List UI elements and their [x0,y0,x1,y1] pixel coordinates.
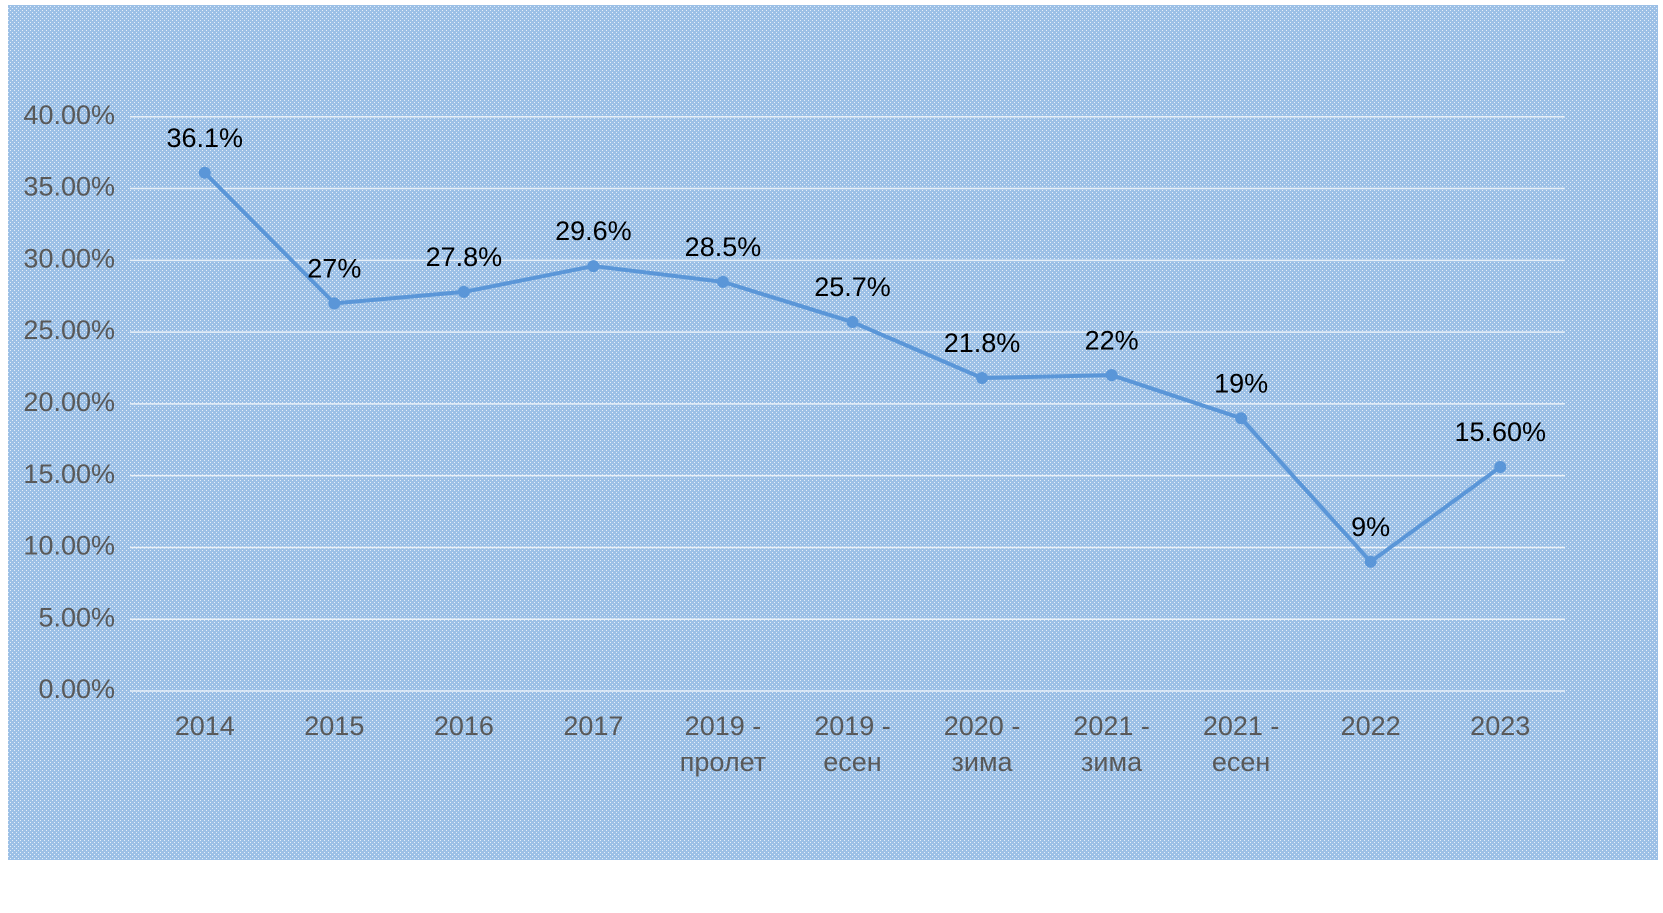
data-label: 27.8% [426,242,503,272]
y-tick-label: 20.00% [23,387,115,417]
marker [1364,555,1377,568]
x-tick-label: 2021 - зима [1073,711,1150,777]
x-tick-label: 2020 - зима [943,711,1021,777]
y-tick-label: 0.00% [38,674,115,704]
y-tick-label: 35.00% [23,172,115,202]
marker [587,260,600,273]
x-tick-label: 2022 [1340,711,1401,741]
data-label: 25.7% [814,272,891,302]
marker [457,285,470,298]
x-tick-label: 2017 [563,711,624,741]
x-tick-label: 2014 [174,711,235,741]
data-label: 28.5% [685,232,762,262]
data-label: 15.60% [1454,417,1546,447]
data-label: 36.1% [166,123,243,153]
data-label: 19% [1214,368,1268,398]
marker [1235,412,1248,425]
x-tick-label: 2021 - есен [1202,711,1280,777]
x-tick-label: 2016 [433,711,494,741]
data-label: 22% [1085,325,1139,355]
y-tick-label: 10.00% [23,531,115,561]
marker [846,316,859,329]
y-tick-label: 15.00% [23,459,115,489]
data-label: 9% [1351,512,1390,542]
x-tick-label: 2019 - есен [814,711,891,777]
x-tick-label: 2019 - пролет [679,711,767,777]
marker [976,372,989,385]
y-tick-label: 30.00% [23,243,115,273]
data-label: 29.6% [555,216,632,246]
marker [1105,369,1118,382]
data-label: 27% [307,254,361,284]
y-tick-label: 5.00% [38,602,115,632]
marker [1494,461,1507,474]
marker [328,297,341,310]
chart-background [8,5,1658,860]
x-tick-label: 2015 [304,711,365,741]
marker [198,166,211,179]
y-tick-label: 40.00% [23,100,115,130]
y-tick-label: 25.00% [23,315,115,345]
marker [716,275,729,288]
data-label: 21.8% [944,328,1021,358]
x-tick-label: 2023 [1470,711,1531,741]
